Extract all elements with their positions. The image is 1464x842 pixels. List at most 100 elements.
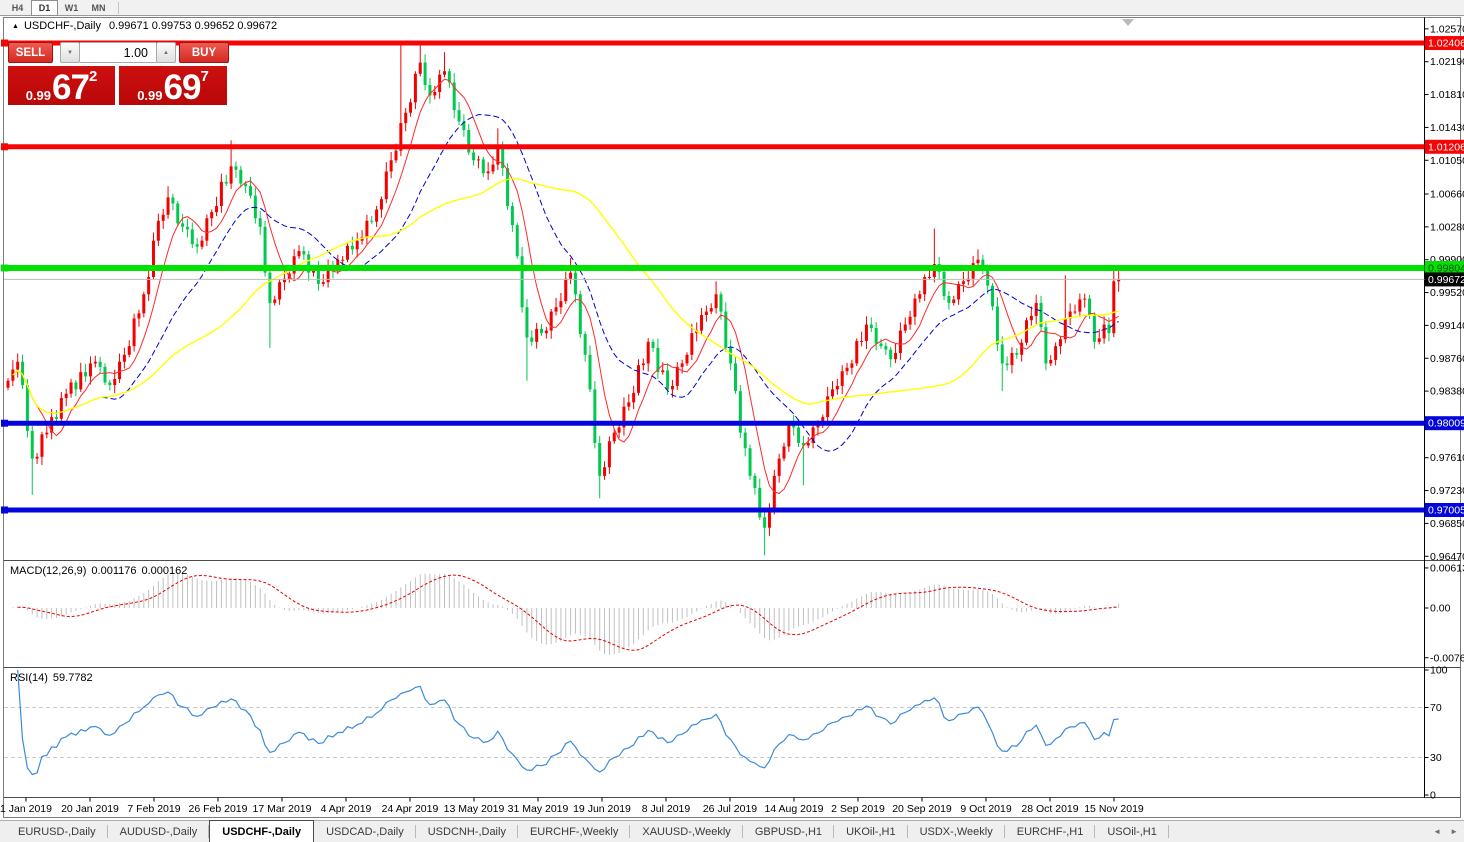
date-label: 26 Jul 2019 bbox=[703, 803, 757, 815]
tab-scroll-left-icon[interactable]: ◄ bbox=[1433, 827, 1442, 836]
macd-label: MACD(12,26,9) bbox=[10, 565, 87, 577]
sell-price-display[interactable]: 0.99 67 2 bbox=[8, 66, 115, 105]
rsi-header: RSI(14) 59.7782 bbox=[10, 672, 98, 684]
price-badge bbox=[1425, 272, 1464, 287]
line-anchor-marker[interactable] bbox=[1, 506, 8, 514]
chart-tab-bar: EURUSD-,Daily AUDUSD-,Daily USDCHF-,Daily U… bbox=[0, 820, 1464, 842]
rsi-line bbox=[17, 669, 1119, 776]
price-tick-label: 1.02570 bbox=[1430, 23, 1464, 35]
volume-input[interactable] bbox=[80, 42, 156, 63]
price-tick-label: 1.01430 bbox=[1430, 122, 1464, 134]
ohlc-values: 0.99671 0.99753 0.99652 0.99672 bbox=[108, 20, 278, 32]
price-badge-label: 1.01206 bbox=[1428, 141, 1464, 153]
ma-line-7[interactable] bbox=[12, 78, 1119, 494]
timeframe-button-h4[interactable]: H4 bbox=[11, 2, 24, 13]
sell-price-sup: 2 bbox=[88, 68, 98, 85]
line-anchor-marker[interactable] bbox=[1, 143, 8, 151]
chart-symbol-label: USDCHF-,Daily bbox=[23, 20, 101, 32]
tab-usdcad-daily[interactable]: USDCAD-,Daily bbox=[314, 821, 416, 842]
sell-button[interactable]: SELL bbox=[8, 42, 53, 63]
volume-decrease-button[interactable]: ▼ bbox=[60, 42, 80, 63]
date-label: 20 Sep 2019 bbox=[892, 803, 952, 815]
price-badge bbox=[1425, 261, 1464, 275]
triangle-up-icon: ▲ bbox=[163, 49, 169, 56]
timeframe-button-mn[interactable]: MN bbox=[91, 2, 106, 13]
date-label: 2 Sep 2019 bbox=[831, 803, 885, 815]
buy-price-display[interactable]: 0.99 69 7 bbox=[119, 66, 227, 105]
date-label: 9 Oct 2019 bbox=[960, 803, 1012, 815]
tab-ukoil-h1[interactable]: UKOil-,H1 bbox=[834, 821, 908, 842]
rsi-label: RSI(14) bbox=[10, 672, 48, 684]
price-tick-label: 1.00660 bbox=[1430, 188, 1464, 200]
macd-histogram bbox=[12, 572, 1120, 655]
date-label: 4 Apr 2019 bbox=[321, 803, 372, 815]
tab-gbpusd-h1[interactable]: GBPUSD-,H1 bbox=[743, 821, 835, 842]
buy-price-sup: 7 bbox=[200, 68, 209, 85]
price-tick-label: 1.01050 bbox=[1430, 155, 1464, 167]
timeframe-button-w1[interactable]: W1 bbox=[64, 2, 79, 13]
macd-signal-line bbox=[17, 574, 1119, 651]
date-label: 28 Oct 2019 bbox=[1021, 803, 1078, 815]
macd-value-main: 0.001176 bbox=[91, 565, 137, 577]
line-anchor-marker[interactable] bbox=[1, 419, 8, 427]
macd-axis-label: 0.00 bbox=[1430, 603, 1451, 615]
tab-xauusd-weekly[interactable]: XAUUSD-,Weekly bbox=[630, 821, 744, 842]
tab-eurchf-weekly[interactable]: EURCHF-,Weekly bbox=[518, 821, 631, 842]
tab-audusd-daily[interactable]: AUDUSD-,Daily bbox=[108, 821, 210, 842]
date-label: 19 Jun 2019 bbox=[573, 803, 631, 815]
ma-line-20[interactable] bbox=[12, 114, 1119, 452]
date-label: 15 Nov 2019 bbox=[1084, 803, 1144, 815]
date-label: 1 Jan 2019 bbox=[0, 803, 52, 815]
tab-usdchf-daily[interactable]: USDCHF-,Daily bbox=[209, 820, 315, 842]
tab-eurusd-daily[interactable]: EURUSD-,Daily bbox=[6, 821, 108, 842]
line-anchor-marker[interactable] bbox=[1, 39, 8, 47]
macd-axis-label: -0.007612 bbox=[1430, 652, 1464, 664]
sell-price-big: 67 bbox=[52, 68, 90, 107]
price-badge bbox=[1425, 416, 1464, 431]
price-badge-label: 0.97005 bbox=[1428, 505, 1464, 517]
tab-usoil-h1[interactable]: USOil-,H1 bbox=[1095, 821, 1169, 842]
rsi-axis-label: 30 bbox=[1430, 752, 1442, 764]
tab-usdx-weekly[interactable]: USDX-,Weekly bbox=[908, 821, 1005, 842]
price-badge-label: 0.98009 bbox=[1428, 418, 1464, 430]
price-badge-label: 0.99672 bbox=[1428, 274, 1464, 286]
timeframe-button-d1[interactable]: D1 bbox=[31, 0, 58, 16]
rsi-axis-label: 100 bbox=[1430, 665, 1448, 677]
collapse-arrow-icon[interactable]: ▲ bbox=[12, 23, 19, 30]
chart-title: ▲ USDCHF-,Daily 0.99671 0.99753 0.99652 0.… bbox=[12, 20, 277, 32]
date-label: 13 May 2019 bbox=[444, 803, 505, 815]
price-badge bbox=[1425, 36, 1464, 51]
tab-eurchf-h1[interactable]: EURCHF-,H1 bbox=[1005, 821, 1096, 842]
price-badge-label: 1.02406 bbox=[1428, 38, 1464, 50]
buy-button[interactable]: BUY bbox=[179, 42, 229, 63]
chart-canvas[interactable]: 1.02570 1.02190 1.01810 1.01430 1.01050 1.006… bbox=[0, 16, 1464, 818]
macd-value-signal: 0.000162 bbox=[141, 565, 188, 577]
chart-window-frame bbox=[3, 17, 1461, 818]
price-tick-label: 0.96470 bbox=[1430, 551, 1464, 563]
date-label: 17 Mar 2019 bbox=[253, 803, 312, 815]
macd-header: MACD(12,26,9) 0.001176 0.000162 bbox=[10, 565, 192, 577]
line-anchor-marker[interactable] bbox=[1, 264, 8, 272]
date-label: 7 Feb 2019 bbox=[127, 803, 180, 815]
tab-scroll-arrows: ◄ ► bbox=[1433, 821, 1458, 842]
date-label: 24 Apr 2019 bbox=[382, 803, 439, 815]
scroll-to-end-icon[interactable] bbox=[1122, 19, 1134, 26]
volume-increase-button[interactable]: ▲ bbox=[156, 42, 176, 63]
date-label: 14 Aug 2019 bbox=[765, 803, 824, 815]
tab-scroll-right-icon[interactable]: ► bbox=[1450, 827, 1458, 836]
tab-usdcnh-daily[interactable]: USDCNH-,Daily bbox=[416, 821, 519, 842]
toolbar-separator bbox=[118, 1, 119, 14]
price-tick-label: 1.01810 bbox=[1430, 89, 1464, 101]
date-label: 26 Feb 2019 bbox=[189, 803, 248, 815]
price-badge bbox=[1425, 139, 1464, 154]
ma-line-45[interactable] bbox=[12, 177, 1119, 415]
price-badge-label: 0.99804 bbox=[1428, 263, 1464, 275]
triangle-down-icon: ▼ bbox=[67, 49, 73, 56]
